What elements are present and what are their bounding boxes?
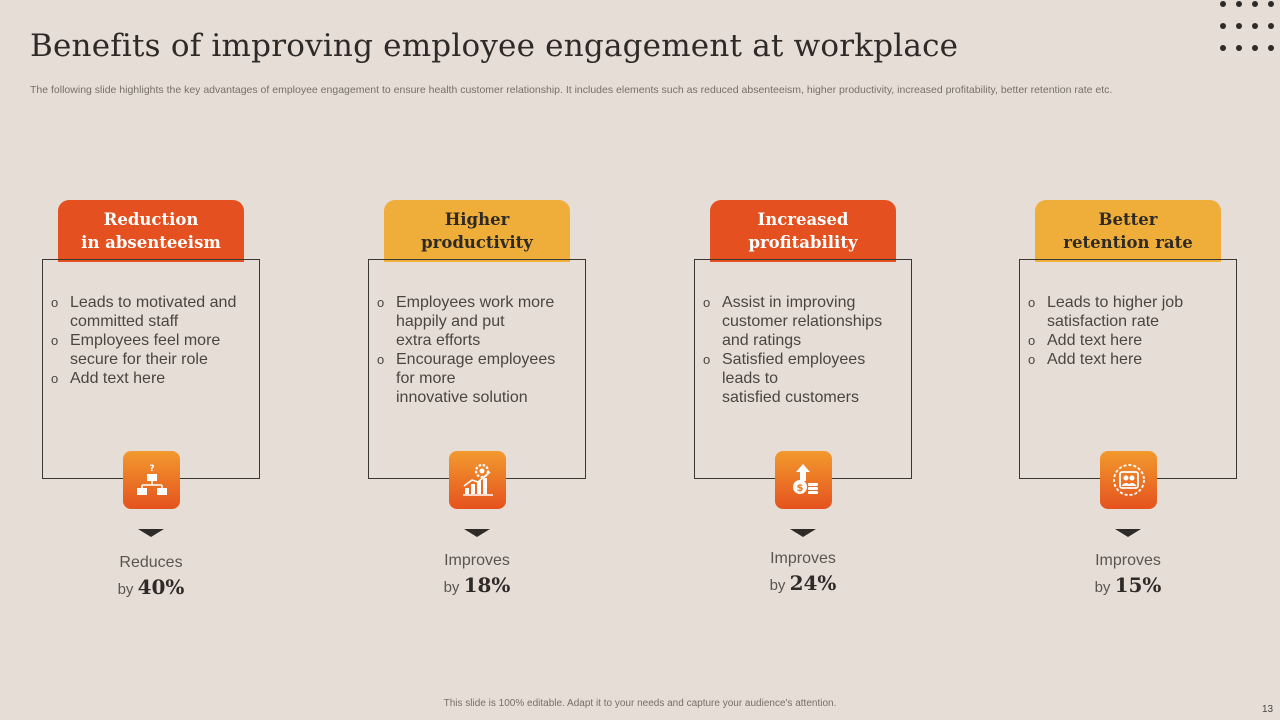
- bullet-list: Leads to motivated and committed staff E…: [43, 260, 259, 388]
- pointer-arrow: [464, 529, 490, 537]
- org-chart-question-icon: ?: [123, 451, 180, 509]
- stat-block: Improves by 24%: [694, 548, 912, 599]
- stat-prefix: by: [769, 577, 786, 594]
- stat-label: Improves: [444, 552, 510, 569]
- benefit-card-absenteeism: Reduction in absenteeism Leads to motiva…: [42, 200, 282, 600]
- stat-prefix: by: [1094, 579, 1111, 596]
- bullet-item: Add text here: [51, 369, 249, 388]
- card-header: Reduction in absenteeism: [58, 200, 244, 262]
- bullet-item: Add text here: [1028, 350, 1226, 369]
- stat-value: 15%: [1114, 573, 1162, 597]
- page-number: 13: [1262, 704, 1274, 715]
- stat-value: 40%: [137, 575, 185, 599]
- card-header: Higher productivity: [384, 200, 570, 262]
- pointer-arrow: [1115, 529, 1141, 537]
- pointer-arrow: [138, 529, 164, 537]
- bullet-item: Employees work more happily and put extr…: [377, 293, 575, 350]
- bullet-item: Encourage employees for more innovative …: [377, 350, 575, 407]
- stat-label: Improves: [1095, 552, 1161, 569]
- stat-block: Improves by 18%: [368, 550, 586, 601]
- bullet-item: Add text here: [1028, 331, 1226, 350]
- bullet-item: Employees feel more secure for their rol…: [51, 331, 249, 369]
- svg-text:?: ?: [149, 464, 154, 474]
- card-header: Better retention rate: [1035, 200, 1221, 262]
- stat-block: Improves by 15%: [1019, 550, 1237, 601]
- pointer-arrow: [790, 529, 816, 537]
- svg-text:$: $: [796, 483, 803, 494]
- bullet-list: Assist in improving customer relationshi…: [695, 260, 911, 407]
- bullet-list: Employees work more happily and put extr…: [369, 260, 585, 407]
- money-growth-arrow-icon: $: [775, 451, 832, 509]
- card-body: Leads to higher job satisfaction rate Ad…: [1019, 259, 1237, 479]
- card-header: Increased profitability: [710, 200, 896, 262]
- benefit-card-productivity: Higher productivity Employees work more …: [368, 200, 608, 600]
- stat-value: 24%: [789, 571, 837, 595]
- slide-title: Benefits of improving employee engagemen…: [30, 28, 959, 64]
- employee-retention-icon: [1100, 451, 1157, 509]
- stat-label: Improves: [770, 550, 836, 567]
- footer-note: This slide is 100% editable. Adapt it to…: [443, 698, 837, 709]
- bullet-item: Leads to higher job satisfaction rate: [1028, 293, 1226, 331]
- bullet-list: Leads to higher job satisfaction rate Ad…: [1020, 260, 1236, 369]
- bullet-item: Satisfied employees leads to satisfied c…: [703, 350, 901, 407]
- stat-value: 18%: [463, 573, 511, 597]
- card-body: Employees work more happily and put extr…: [368, 259, 586, 479]
- card-body: Assist in improving customer relationshi…: [694, 259, 912, 479]
- benefit-card-retention: Better retention rate Leads to higher jo…: [1019, 200, 1259, 600]
- card-body: Leads to motivated and committed staff E…: [42, 259, 260, 479]
- benefit-card-profitability: Increased profitability Assist in improv…: [694, 200, 934, 600]
- growth-chart-gear-icon: [449, 451, 506, 509]
- decorative-dots: [1220, 0, 1280, 57]
- stat-prefix: by: [443, 579, 460, 596]
- bullet-item: Assist in improving customer relationshi…: [703, 293, 901, 350]
- stat-prefix: by: [117, 581, 134, 598]
- slide-subtitle: The following slide highlights the key a…: [30, 84, 1113, 96]
- bullet-item: Leads to motivated and committed staff: [51, 293, 249, 331]
- stat-label: Reduces: [119, 554, 183, 571]
- stat-block: Reduces by 40%: [42, 552, 260, 603]
